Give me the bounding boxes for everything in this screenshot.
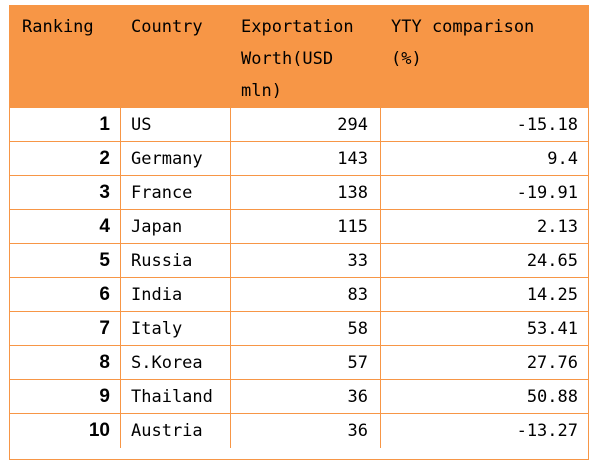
header-worth-label: Exportation Worth(USD mln) <box>241 17 354 101</box>
worth-cell: 36 <box>231 380 381 413</box>
country-cell: Russia <box>121 244 231 277</box>
yty-cell: 50.88 <box>526 387 578 407</box>
worth-cell: 83 <box>231 278 381 311</box>
header-ranking-label: Ranking <box>22 17 94 37</box>
table-row: 2 Germany 143 9.4 <box>10 142 588 176</box>
country-cell: US <box>121 108 231 141</box>
ranking-cell: 9 <box>10 380 121 413</box>
yty-cell: -19.91 <box>516 183 578 203</box>
yty-cell: 24.65 <box>526 251 578 271</box>
table-row: 7 Italy 58 53.41 <box>10 312 588 346</box>
worth-cell: 115 <box>231 210 381 243</box>
country-cell: S.Korea <box>121 346 231 379</box>
table-row: 3 France 138 -19.91 <box>10 176 588 210</box>
ranking-cell: 10 <box>10 414 121 448</box>
table-row: 10 Austria 36 -13.27 <box>10 414 588 448</box>
worth-cell: 36 <box>231 414 381 448</box>
table-row: 9 Thailand 36 50.88 <box>10 380 588 414</box>
ranking-cell: 6 <box>10 278 121 311</box>
country-cell: Germany <box>121 142 231 175</box>
table-row: 8 S.Korea 57 27.76 <box>10 346 588 380</box>
worth-cell: 57 <box>231 346 381 379</box>
yty-cell: 9.4 <box>547 149 578 169</box>
yty-cell: -15.18 <box>516 115 578 135</box>
country-cell: Japan <box>121 210 231 243</box>
header-yty-comparison: YTY comparison (%) <box>381 6 590 108</box>
export-ranking-table: Ranking Country Exportation Worth(USD ml… <box>9 5 589 460</box>
yty-cell: 27.76 <box>526 353 578 373</box>
yty-cell: 2.13 <box>537 217 578 237</box>
country-cell: India <box>121 278 231 311</box>
header-exportation-worth: Exportation Worth(USD mln) <box>231 6 381 108</box>
header-country-label: Country <box>131 17 203 37</box>
country-cell: Italy <box>121 312 231 345</box>
table-row: 5 Russia 33 24.65 <box>10 244 588 278</box>
table-row: 1 US 294 -15.18 <box>10 108 588 142</box>
table-header: Ranking Country Exportation Worth(USD ml… <box>10 6 588 108</box>
yty-cell: 53.41 <box>526 319 578 339</box>
worth-cell: 138 <box>231 176 381 209</box>
worth-cell: 58 <box>231 312 381 345</box>
yty-cell: -13.27 <box>516 421 578 441</box>
table-body: 1 US 294 -15.18 2 Germany 143 9.4 3 Fran… <box>10 108 588 448</box>
ranking-cell: 1 <box>10 108 121 141</box>
country-cell: Thailand <box>121 380 231 413</box>
table-row: 6 India 83 14.25 <box>10 278 588 312</box>
country-cell: France <box>121 176 231 209</box>
ranking-cell: 7 <box>10 312 121 345</box>
country-cell: Austria <box>121 414 231 448</box>
worth-cell: 143 <box>231 142 381 175</box>
worth-cell: 33 <box>231 244 381 277</box>
ranking-cell: 8 <box>10 346 121 379</box>
header-yty-label: YTY comparison (%) <box>391 17 535 69</box>
table-row: 4 Japan 115 2.13 <box>10 210 588 244</box>
ranking-cell: 2 <box>10 142 121 175</box>
yty-cell: 14.25 <box>526 285 578 305</box>
ranking-cell: 4 <box>10 210 121 243</box>
header-ranking: Ranking <box>10 6 121 108</box>
ranking-cell: 3 <box>10 176 121 209</box>
worth-cell: 294 <box>231 108 381 141</box>
header-country: Country <box>121 6 231 108</box>
ranking-cell: 5 <box>10 244 121 277</box>
